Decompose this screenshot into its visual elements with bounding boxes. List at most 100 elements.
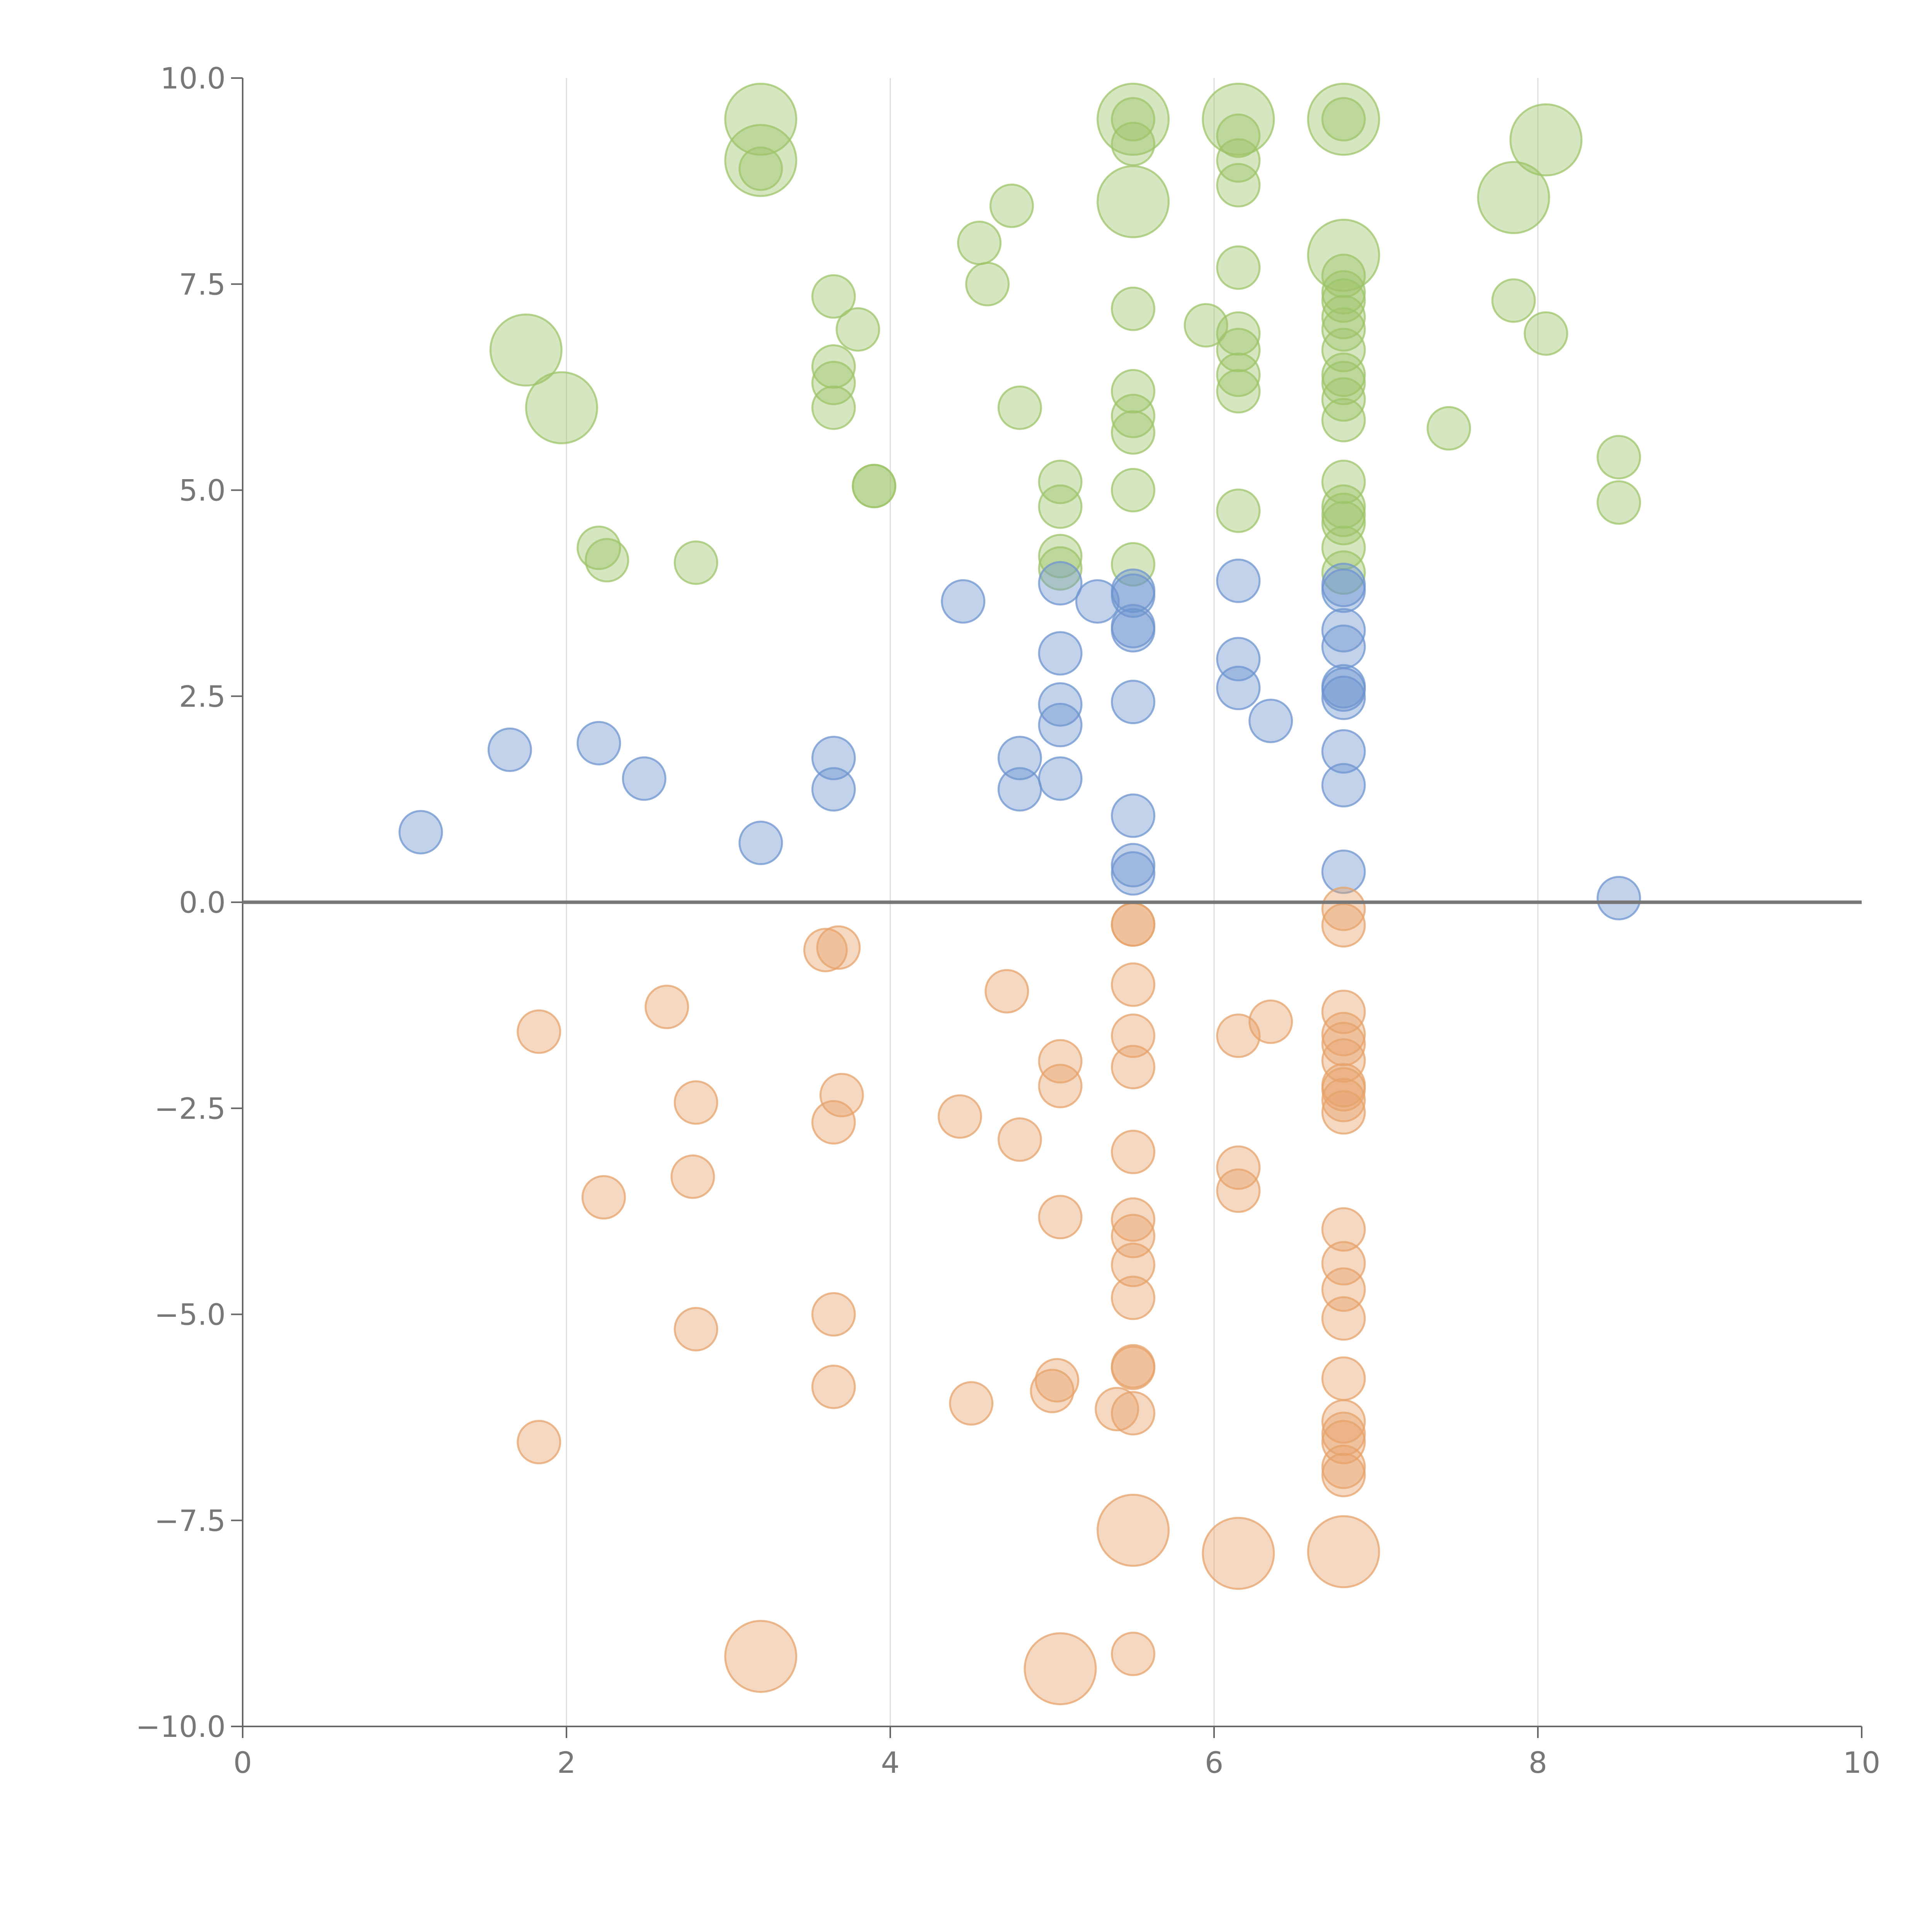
- data-point-orange: [937, 1094, 982, 1139]
- data-point-green: [1216, 488, 1261, 533]
- data-point-green: [1216, 369, 1261, 414]
- data-point-green: [1038, 546, 1083, 591]
- data-point-orange: [1321, 886, 1366, 931]
- data-point-orange: [819, 1073, 864, 1117]
- data-point-orange: [645, 985, 689, 1029]
- data-point-orange: [1321, 1090, 1366, 1135]
- data-point-orange: [1097, 1493, 1170, 1567]
- data-point-green: [957, 221, 1002, 265]
- data-point-green: [577, 526, 621, 570]
- data-point-orange: [1321, 1420, 1366, 1464]
- data-point-green: [1111, 542, 1155, 587]
- data-point-green: [1216, 328, 1261, 372]
- data-point-blue: [1075, 579, 1120, 624]
- data-point-orange: [803, 928, 848, 973]
- data-point-blue: [1111, 851, 1155, 896]
- data-point-blue: [1216, 558, 1261, 603]
- data-point-orange: [811, 1100, 856, 1145]
- data-point-blue: [622, 756, 667, 801]
- y-tick-label: 2.5: [179, 679, 226, 714]
- data-point-blue: [1248, 699, 1293, 743]
- data-point-green: [724, 124, 798, 197]
- data-point-orange: [1321, 1012, 1366, 1056]
- data-point-orange: [1307, 1515, 1380, 1588]
- data-point-green: [1477, 161, 1550, 234]
- data-point-orange: [1111, 1014, 1155, 1058]
- data-point-green: [811, 344, 856, 389]
- axes: 10.0 7.5 5.0 2.5 0.0 −2.5 −5.0 −7.5 −10.00 2 4 6 8 10: [136, 61, 1880, 1780]
- data-point-green: [1216, 138, 1261, 183]
- data-point-orange: [1024, 1632, 1097, 1706]
- data-point-orange: [1111, 1045, 1155, 1090]
- data-point-blue: [997, 767, 1042, 812]
- y-tick-label: −5.0: [154, 1298, 226, 1332]
- data-point-blue: [1321, 763, 1366, 808]
- data-point-green: [1097, 165, 1170, 238]
- y-tick-label: 0.0: [179, 885, 226, 920]
- data-point-green: [1321, 97, 1366, 142]
- data-point-orange: [1202, 1517, 1275, 1590]
- data-point-orange: [517, 1420, 561, 1464]
- data-point-green: [1427, 406, 1471, 451]
- data-point-green: [738, 146, 783, 191]
- data-point-green: [1597, 480, 1641, 525]
- data-point-orange: [811, 1292, 856, 1337]
- data-point-orange: [1111, 1631, 1155, 1676]
- x-tick-label: 8: [1529, 1745, 1547, 1780]
- data-point-green: [1216, 113, 1261, 158]
- data-point-blue: [1321, 608, 1366, 653]
- data-point-blue: [1111, 793, 1155, 838]
- x-tick-label: 6: [1205, 1745, 1223, 1780]
- data-point-green: [1216, 311, 1261, 356]
- y-tick-label: −10.0: [136, 1709, 226, 1744]
- data-point-green: [1038, 484, 1083, 529]
- data-point-green: [1321, 253, 1366, 298]
- data-point-green: [525, 371, 598, 444]
- x-tick-label: 0: [233, 1745, 252, 1780]
- data-point-blue: [738, 820, 783, 865]
- data-point-blue: [811, 767, 856, 812]
- data-point-orange: [1111, 1391, 1155, 1435]
- data-point-green: [811, 385, 856, 430]
- data-point-green: [1111, 97, 1155, 142]
- data-point-green: [1216, 163, 1261, 207]
- data-point-orange: [673, 1080, 718, 1125]
- y-tick-label: 10.0: [160, 61, 226, 95]
- data-point-green: [1321, 361, 1366, 405]
- data-point-green: [585, 538, 629, 583]
- data-point-green: [673, 540, 718, 585]
- data-point-green: [811, 274, 856, 319]
- data-point-orange: [670, 1154, 715, 1199]
- data-point-green: [1321, 328, 1366, 372]
- data-point-blue: [1038, 702, 1083, 747]
- data-point-green: [724, 83, 798, 156]
- data-point-blue: [1321, 675, 1366, 720]
- data-point-orange: [517, 1009, 561, 1054]
- data-point-green: [1216, 352, 1261, 397]
- y-tick-label: 5.0: [179, 473, 226, 508]
- data-point-blue: [1216, 665, 1261, 710]
- data-point-green: [1321, 459, 1366, 504]
- data-point-blue: [1321, 729, 1366, 774]
- data-point-orange: [1111, 1197, 1155, 1242]
- data-point-blue: [1111, 608, 1155, 653]
- data-point-green: [1321, 501, 1366, 546]
- data-point-orange: [816, 925, 861, 970]
- data-point-orange: [1038, 1064, 1083, 1109]
- data-point-orange: [1321, 990, 1366, 1034]
- data-point-blue: [487, 727, 532, 772]
- data-point-green: [989, 184, 1034, 228]
- data-point-orange: [1111, 1345, 1155, 1390]
- data-point-orange: [1111, 1243, 1155, 1287]
- data-point-green: [852, 464, 896, 509]
- data-point-orange: [1321, 1207, 1366, 1252]
- data-point-blue: [1321, 568, 1366, 613]
- data-point-blue: [1038, 561, 1083, 606]
- data-point-blue: [997, 736, 1042, 781]
- data-point-green: [1321, 398, 1366, 442]
- x-tick-label: 4: [881, 1745, 900, 1780]
- data-point-green: [489, 313, 563, 387]
- data-point-green: [1509, 103, 1583, 177]
- x-tick-label: 10: [1843, 1745, 1881, 1780]
- data-point-orange: [1038, 1039, 1083, 1084]
